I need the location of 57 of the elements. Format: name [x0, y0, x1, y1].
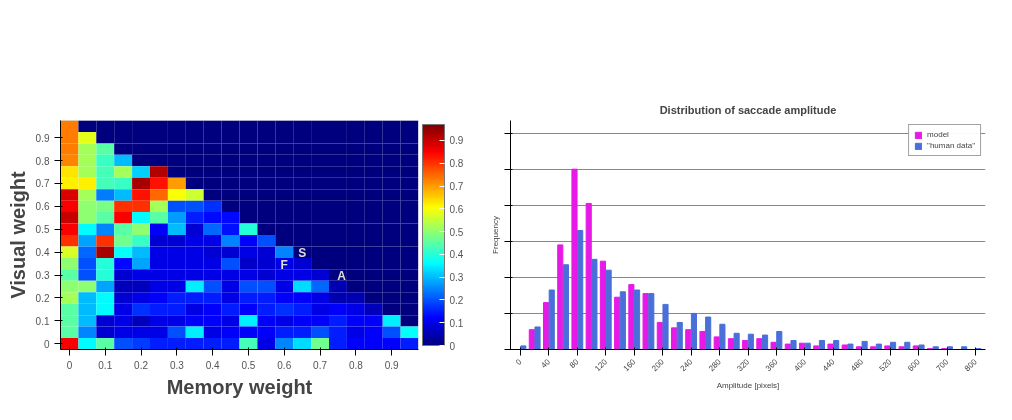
y-tick-label: 0.9 [35, 132, 50, 144]
x-tick-label: 0.6 [277, 359, 292, 371]
x-tick-label: 440 [820, 356, 837, 374]
y-tick-label: 0 [43, 338, 50, 350]
x-tick-label: 0.3 [169, 359, 185, 371]
x-tick-label: 160 [621, 356, 638, 374]
x-tick-label: 520 [877, 356, 894, 374]
y-tick-label: 0.5 [35, 224, 50, 236]
chart-title: Distribution of saccade amplitude [659, 103, 837, 116]
x-tick-label: 280 [706, 356, 724, 374]
x-tick-label: 0.7 [313, 359, 328, 371]
x-tick-label: 0.8 [348, 359, 364, 371]
x-tick-label: 0.1 [98, 359, 113, 371]
color-bar-label: 0 [449, 340, 456, 352]
x-tick-label: 240 [678, 356, 695, 374]
y-tick-label: 0.4 [35, 247, 50, 259]
color-bar-label: 0.2 [449, 294, 464, 306]
color-bar-label: 0.3 [449, 272, 464, 284]
x-tick-label: 0.9 [384, 359, 400, 371]
y-tick-label: 0.8 [35, 155, 50, 167]
color-bar-label: 0.1 [449, 317, 464, 329]
x-axis-title: Amplitude [pixels] [716, 381, 780, 391]
annotation: S [298, 246, 307, 261]
y-tick-label: 0.6 [35, 201, 50, 213]
y-axis-title: Frequency [490, 216, 500, 254]
x-tick-label: 120 [593, 356, 610, 374]
x-tick-label: 600 [906, 356, 923, 374]
x-tick-label: 320 [735, 356, 752, 374]
x-axis-title: Memory weight [166, 375, 313, 398]
color-bar-label: 0.7 [449, 181, 464, 193]
x-tick-label: 700 [934, 356, 951, 374]
x-tick-label: 0.4 [205, 359, 221, 371]
x-tick-label: 360 [763, 356, 781, 374]
x-tick-label: 0 [514, 356, 525, 367]
x-tick-label: 0.5 [241, 359, 256, 371]
annotation: F [280, 257, 288, 272]
x-tick-label: 40 [539, 356, 553, 370]
legend-label: "human data" [927, 141, 975, 150]
legend-label: model [927, 130, 949, 139]
color-bar-label: 0.9 [449, 135, 464, 147]
y-tick-label: 0.3 [35, 270, 50, 282]
x-tick-label: 480 [849, 356, 866, 374]
y-tick-label: 0.2 [35, 292, 50, 304]
y-tick-label: 0.7 [35, 178, 50, 190]
y-axis-title: Visual weight [6, 170, 29, 299]
color-bar-label: 0.6 [449, 203, 464, 215]
x-tick-label: 0.2 [134, 359, 149, 371]
color-bar-label: 0.5 [449, 226, 464, 238]
y-tick-label: 0.1 [35, 315, 50, 327]
x-tick-label: 80 [567, 356, 581, 370]
x-tick-label: 200 [650, 356, 667, 374]
x-tick-label: 0 [66, 359, 73, 371]
color-bar-label: 0.4 [449, 249, 464, 261]
color-bar-label: 0.8 [449, 158, 464, 170]
x-tick-label: 400 [792, 356, 809, 374]
annotation: A [337, 269, 347, 284]
x-tick-label: 800 [962, 356, 980, 374]
